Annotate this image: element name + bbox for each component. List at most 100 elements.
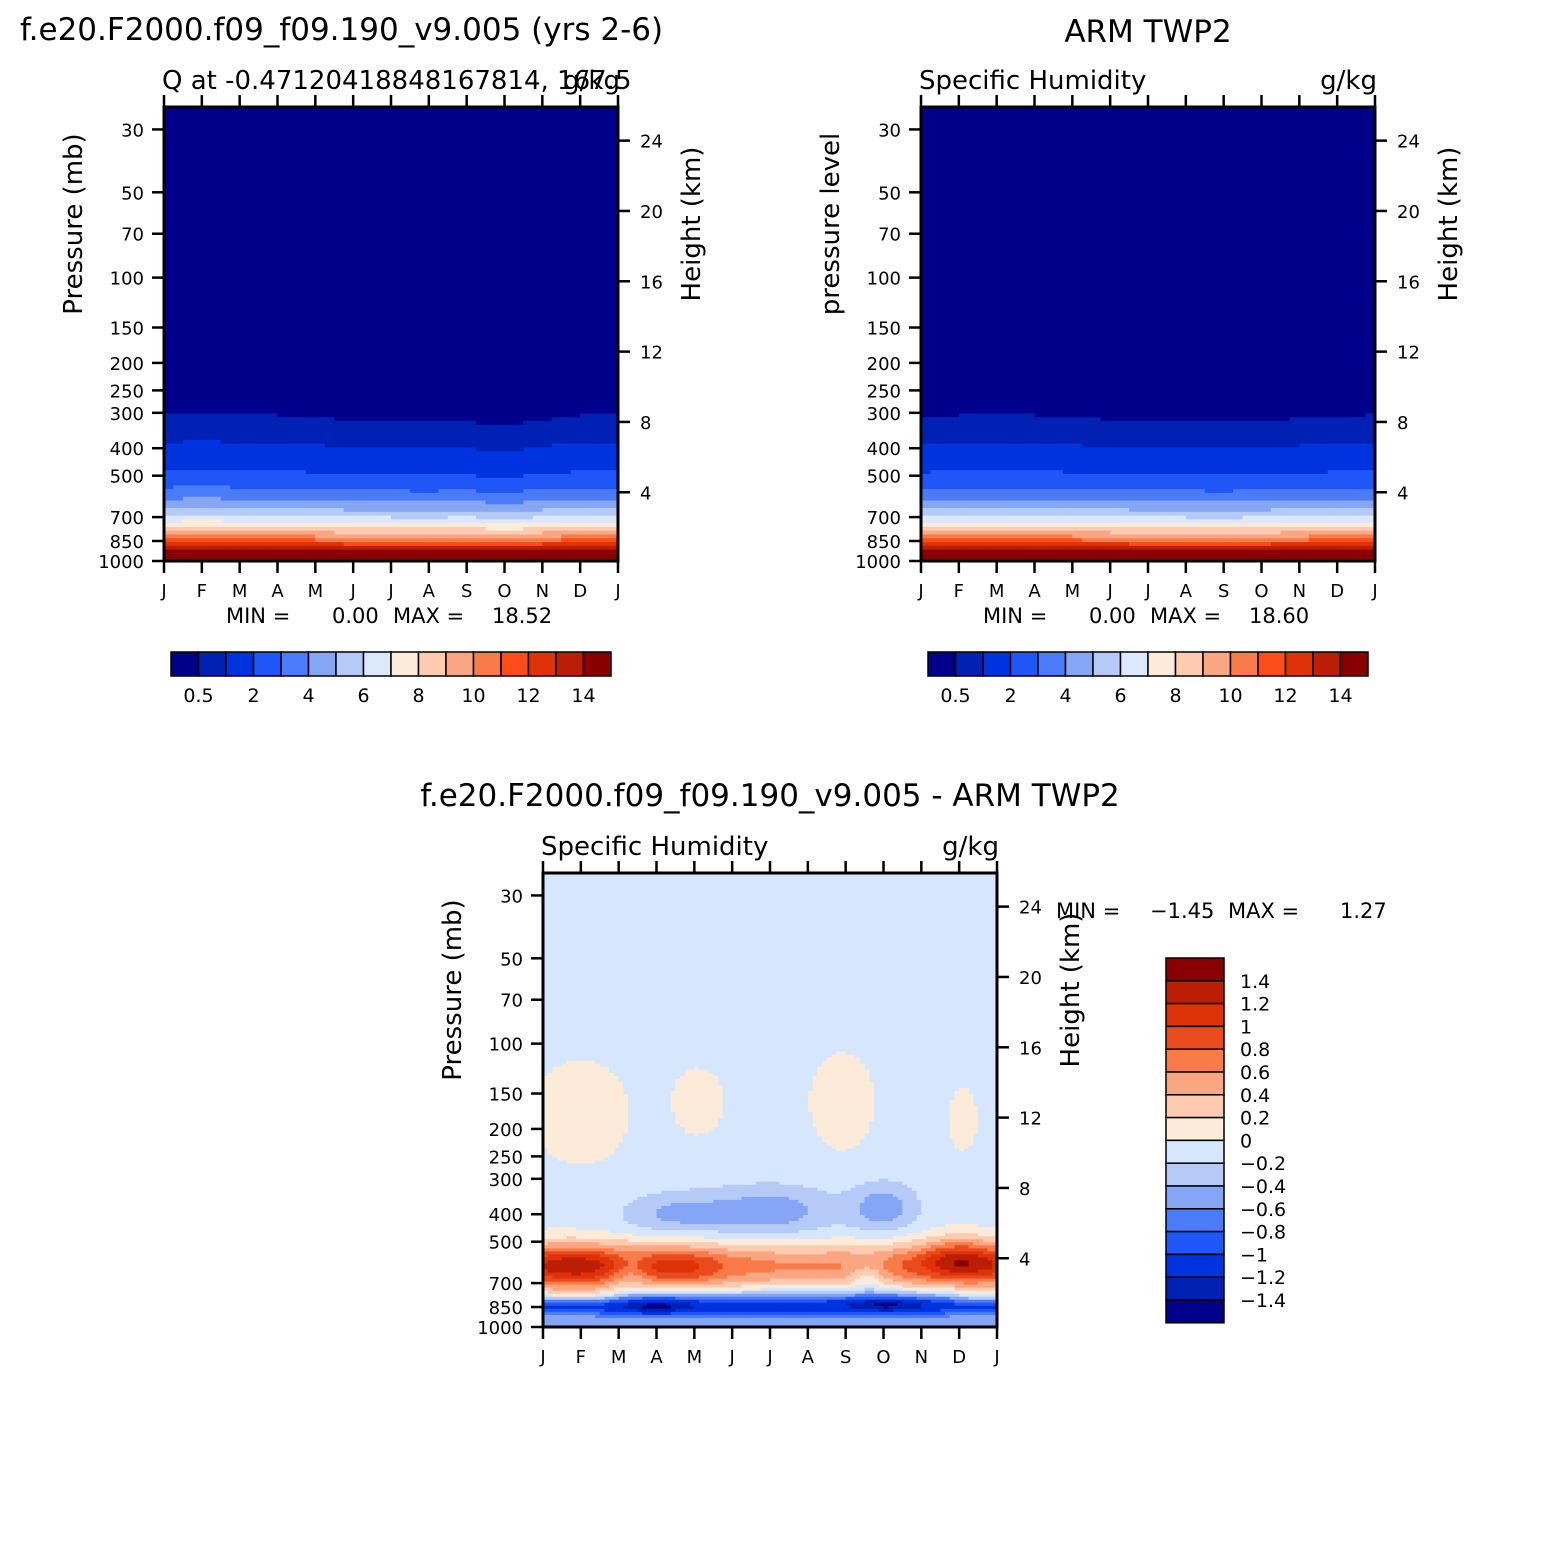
- contour-cell: [448, 504, 458, 508]
- contour-cell: [467, 258, 477, 262]
- contour-cell: [325, 406, 335, 410]
- contour-cell: [221, 115, 231, 119]
- contour-cell: [438, 485, 448, 489]
- contour-cell: [173, 546, 183, 550]
- contour-cell: [382, 334, 392, 338]
- contour-cell: [486, 183, 496, 187]
- contour-cell: [391, 285, 401, 289]
- contour-cell: [429, 345, 439, 349]
- contour-cell: [505, 550, 515, 554]
- contour-cell: [533, 538, 543, 542]
- contour-cell: [183, 379, 193, 383]
- contour-cell: [505, 508, 515, 512]
- contour-cell: [249, 451, 259, 455]
- contour-cell: [410, 531, 420, 535]
- contour-cell: [514, 542, 524, 546]
- contour-cell: [533, 315, 543, 319]
- contour-cell: [353, 175, 363, 179]
- contour-cell: [438, 349, 448, 353]
- contour-cell: [334, 387, 344, 391]
- contour-cell: [419, 535, 429, 539]
- contour-cell: [334, 156, 344, 160]
- contour-cell: [514, 156, 524, 160]
- contour-cell: [523, 489, 533, 493]
- contour-cell: [249, 493, 259, 497]
- contour-cell: [476, 300, 486, 304]
- contour-cell: [523, 451, 533, 455]
- contour-cell: [382, 417, 392, 421]
- contour-cell: [448, 497, 458, 501]
- contour-cell: [505, 497, 515, 501]
- contour-cell: [173, 281, 183, 285]
- contour-cell: [391, 410, 401, 414]
- contour-cell: [382, 326, 392, 330]
- contour-cell: [334, 171, 344, 175]
- contour-cell: [315, 410, 325, 414]
- contour-cell: [400, 300, 410, 304]
- contour-cell: [192, 118, 202, 122]
- contour-cell: [334, 519, 344, 523]
- contour-cell: [438, 391, 448, 395]
- contour-cell: [183, 546, 193, 550]
- contour-cell: [505, 160, 515, 164]
- contour-cell: [211, 251, 221, 255]
- contour-cell: [192, 334, 202, 338]
- contour-cell: [211, 111, 221, 115]
- contour-cell: [391, 504, 401, 508]
- contour-cell: [344, 224, 354, 228]
- contour-cell: [259, 255, 269, 259]
- contour-cell: [183, 277, 193, 281]
- contour-cell: [372, 285, 382, 289]
- contour-cell: [259, 345, 269, 349]
- contour-cell: [164, 436, 174, 440]
- contour-cell: [173, 440, 183, 444]
- contour-cell: [410, 239, 420, 243]
- contour-cell: [438, 474, 448, 478]
- contour-cell: [391, 398, 401, 402]
- contour-cell: [505, 330, 515, 334]
- contour-cell: [202, 440, 212, 444]
- contour-cell: [334, 535, 344, 539]
- contour-cell: [382, 221, 392, 225]
- contour-cell: [448, 413, 458, 417]
- contour-cell: [334, 500, 344, 504]
- contour-cell: [457, 542, 467, 546]
- contour-cell: [495, 202, 505, 206]
- contour-cell: [344, 542, 354, 546]
- contour-cell: [315, 228, 325, 232]
- contour-cell: [268, 292, 278, 296]
- contour-cell: [476, 519, 486, 523]
- contour-cell: [363, 198, 373, 202]
- contour-cell: [230, 338, 240, 342]
- contour-cell: [240, 243, 250, 247]
- contour-cell: [419, 224, 429, 228]
- contour-cell: [495, 402, 505, 406]
- contour-cell: [410, 444, 420, 448]
- contour-cell: [268, 538, 278, 542]
- contour-cell: [363, 383, 373, 387]
- contour-cell: [467, 421, 477, 425]
- contour-cell: [419, 455, 429, 459]
- contour-cell: [164, 489, 174, 493]
- contour-cell: [372, 168, 382, 172]
- contour-cell: [457, 523, 467, 527]
- contour-cell: [410, 368, 420, 372]
- contour-cell: [457, 466, 467, 470]
- contour-cell: [448, 164, 458, 168]
- contour-cell: [363, 232, 373, 236]
- contour-cell: [278, 281, 288, 285]
- contour-cell: [552, 289, 562, 293]
- contour-cell: [419, 236, 429, 240]
- contour-cell: [514, 205, 524, 209]
- contour-cell: [429, 372, 439, 376]
- contour-cell: [192, 527, 202, 531]
- contour-cell: [259, 478, 269, 482]
- contour-cell: [410, 372, 420, 376]
- contour-cell: [296, 542, 306, 546]
- contour-cell: [268, 160, 278, 164]
- contour-cell: [296, 436, 306, 440]
- contour-cell: [249, 334, 259, 338]
- contour-cell: [183, 319, 193, 323]
- contour-cell: [259, 228, 269, 232]
- contour-cell: [287, 221, 297, 225]
